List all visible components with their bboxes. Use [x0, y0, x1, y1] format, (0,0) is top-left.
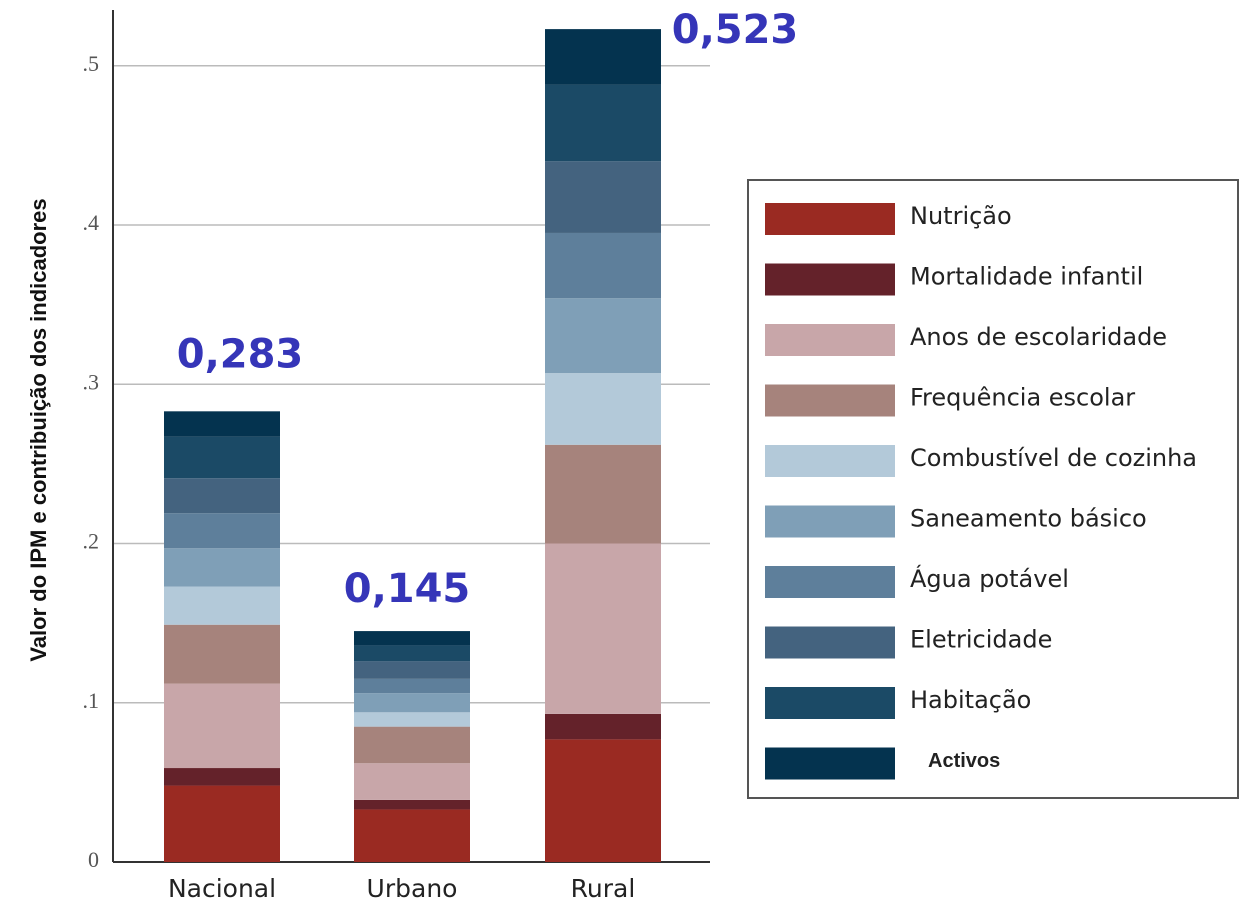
bar-segment: [164, 785, 280, 862]
bar-segment: [354, 693, 470, 713]
bar-segment: [545, 713, 661, 740]
legend-label: Nutrição: [910, 202, 1012, 230]
bar-segment: [545, 84, 661, 162]
bar-segment: [545, 373, 661, 445]
bar-segment: [164, 683, 280, 769]
bar-segment: [164, 548, 280, 587]
bar-segment: [354, 631, 470, 646]
bar-segment: [354, 763, 470, 800]
total-label: 0,523: [672, 7, 799, 53]
y-tick-label: .2: [83, 529, 100, 554]
legend-label: Água potável: [910, 564, 1069, 593]
bar-segment: [354, 809, 470, 862]
total-label: 0,283: [177, 331, 304, 377]
legend-swatch: [765, 324, 895, 356]
legend-swatch: [765, 384, 895, 417]
bar-segment: [545, 161, 661, 233]
y-tick-label: .1: [83, 688, 100, 713]
legend-swatch: [765, 626, 895, 659]
bar-segment: [164, 411, 280, 437]
bar-segment: [164, 624, 280, 684]
bar-segment: [354, 799, 470, 810]
legend-label: Combustível de cozinha: [910, 444, 1197, 472]
bar-segment: [164, 768, 280, 786]
legend-swatch: [765, 445, 895, 477]
legend-label: Anos de escolaridade: [910, 323, 1167, 351]
bar-segment: [545, 739, 661, 862]
legend-label: Habitação: [910, 686, 1031, 714]
total-label: 0,145: [344, 566, 471, 612]
bar-segment: [354, 661, 470, 679]
legend-label: Mortalidade infantil: [910, 263, 1143, 291]
bar-segment: [354, 678, 470, 694]
bar-segment: [545, 543, 661, 714]
bar-segment: [164, 513, 280, 549]
bar-segment: [164, 586, 280, 625]
legend-swatch: [765, 566, 895, 598]
y-axis-label: Valor do IPM e contribuição dos indicado…: [26, 198, 51, 661]
legend-swatch: [765, 203, 895, 235]
legend-label: Saneamento básico: [910, 505, 1147, 533]
bar-segment: [164, 478, 280, 514]
legend-label: Eletricidade: [910, 626, 1052, 654]
y-tick-label: .4: [83, 210, 100, 235]
bar-segment: [354, 726, 470, 764]
bar-segment: [354, 645, 470, 662]
legend-swatch: [765, 687, 895, 719]
legend-swatch: [765, 263, 895, 296]
bar-segment: [545, 298, 661, 374]
y-tick-label: .3: [83, 369, 100, 394]
x-tick-label: Rural: [571, 874, 636, 903]
y-tick-label: 0: [88, 847, 99, 872]
legend-label: Frequência escolar: [910, 384, 1135, 412]
bar-segment: [545, 29, 661, 85]
bar-segment: [164, 436, 280, 479]
legend-swatch: [765, 505, 895, 538]
legend-swatch: [765, 747, 895, 780]
y-tick-label: .5: [83, 51, 100, 76]
x-tick-label: Nacional: [168, 874, 276, 903]
x-tick-label: Urbano: [367, 874, 458, 903]
bar-segment: [354, 712, 470, 727]
bar-segment: [545, 444, 661, 544]
legend-label: Activos: [928, 750, 1000, 772]
bar-segment: [545, 232, 661, 299]
